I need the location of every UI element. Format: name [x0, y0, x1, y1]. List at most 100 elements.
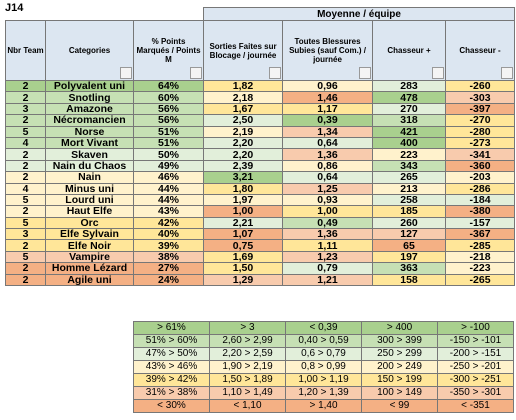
cell: 127	[372, 228, 447, 241]
data-row: 2 Elfe Noir 39% 0,75 1,11 65 -285	[5, 239, 516, 252]
cell: 1,36	[282, 228, 374, 241]
legend-cell: 0,40 > 0,59	[285, 334, 362, 348]
legend-row: > 61% > 3 < 0,39 > 400 > -100	[133, 321, 514, 335]
cell: 24%	[132, 273, 205, 287]
cell: Polyvalent uni	[45, 79, 134, 93]
cell: 2,39	[203, 159, 284, 173]
legend-cell: 47% > 50%	[133, 347, 210, 361]
filter-button[interactable]	[120, 67, 132, 79]
cell: 1,07	[203, 228, 284, 241]
cell: Minus uni	[45, 182, 134, 195]
cell: 39%	[132, 239, 205, 252]
legend-row: 51% > 60% 2,60 > 2,99 0,40 > 0,59 300 > 399…	[133, 334, 514, 348]
column-header-text: Nbr Team	[7, 46, 44, 55]
cell: 43%	[132, 205, 205, 218]
data-row: 5 Orc 42% 2,21 0,49 260 -157	[5, 216, 516, 230]
cell: 56%	[132, 114, 205, 127]
filter-button[interactable]	[501, 67, 514, 79]
cell: 1,97	[203, 193, 284, 207]
cell: 363	[372, 262, 447, 275]
cell: 213	[372, 182, 447, 195]
legend-cell: 100 > 149	[361, 386, 438, 400]
data-row: 2 Polyvalent uni 64% 1,82 0,96 283 -260	[5, 79, 516, 93]
cell: Elfe Noir	[45, 239, 134, 252]
data-row: 3 Elfe Sylvain 40% 1,07 1,36 127 -367	[5, 228, 516, 241]
cell: -157	[445, 216, 516, 230]
cell: -223	[445, 262, 516, 275]
column-header: Chasseur +	[372, 20, 447, 81]
filter-button[interactable]	[269, 67, 282, 79]
cell: 2	[5, 171, 46, 184]
column-header: Nbr Team	[5, 20, 46, 81]
cell: 2	[5, 205, 46, 218]
cell: Nécromancien	[45, 114, 134, 127]
sort-filter-button[interactable]	[190, 67, 203, 79]
cell: 1,11	[282, 239, 374, 252]
cell: 2	[5, 91, 46, 104]
cell: 51%	[132, 136, 205, 150]
cell: 4	[5, 136, 46, 150]
legend-cell: < 0,39	[285, 321, 362, 335]
filter-button[interactable]	[432, 67, 445, 79]
column-header: Chasseur -	[445, 20, 516, 81]
legend-cell: > -100	[437, 321, 514, 335]
cell: Norse	[45, 125, 134, 138]
cell: Skaven	[45, 148, 134, 161]
cell: 0,64	[282, 171, 374, 184]
cell: 1,34	[282, 125, 374, 138]
cell: 1,00	[203, 205, 284, 218]
legend-cell: 250 > 299	[361, 347, 438, 361]
column-header: Toutes Blessures Subies (sauf Com.) / jo…	[282, 20, 374, 81]
cell: 2	[5, 262, 46, 275]
cell: 38%	[132, 250, 205, 264]
filter-button[interactable]	[359, 67, 372, 79]
cell: 0,93	[282, 193, 374, 207]
legend-row: 39% > 42% 1,50 > 1,89 1,00 > 1,19 150 > 199…	[133, 373, 514, 387]
cell: 270	[372, 102, 447, 116]
cell: Homme Lézard	[45, 262, 134, 275]
cell: Vampire	[45, 250, 134, 264]
data-row: 5 Norse 51% 2,19 1,34 421 -280	[5, 125, 516, 138]
legend-cell: < 1,10	[209, 399, 286, 413]
column-header-text: Chasseur -	[459, 46, 501, 55]
cell: 2,18	[203, 91, 284, 104]
cell: -341	[445, 148, 516, 161]
legend-cell: -200 > -151	[437, 347, 514, 361]
cell: 1,82	[203, 79, 284, 93]
cell: 3	[5, 228, 46, 241]
cell: 51%	[132, 125, 205, 138]
legend-cell: > 3	[209, 321, 286, 335]
cell: 421	[372, 125, 447, 138]
cell: 1,00	[282, 205, 374, 218]
cell: 5	[5, 193, 46, 207]
legend-cell: 2,20 > 2,59	[209, 347, 286, 361]
cell: Snotling	[45, 91, 134, 104]
cell: 2	[5, 159, 46, 173]
cell: Amazone	[45, 102, 134, 116]
cell: -286	[445, 182, 516, 195]
cell: 0,96	[282, 79, 374, 93]
cell: -285	[445, 239, 516, 252]
data-row: 3 Amazone 56% 1,67 1,17 270 -397	[5, 102, 516, 116]
cell: -265	[445, 273, 516, 287]
cell: 0,39	[282, 114, 374, 127]
legend-cell: 1,20 > 1,39	[285, 386, 362, 400]
legend-cell: -250 > -201	[437, 360, 514, 374]
cell: 1,69	[203, 250, 284, 264]
column-header-text: Toutes Blessures Subies (sauf Com.) / jo…	[289, 37, 366, 64]
column-header: % Points Marqués / Points M	[132, 20, 205, 81]
cell: 2,20	[203, 148, 284, 161]
cell: 197	[372, 250, 447, 264]
legend-cell: > 1,40	[285, 399, 362, 413]
legend-cell: < -351	[437, 399, 514, 413]
legend-cell: -150 > -101	[437, 334, 514, 348]
cell: -218	[445, 250, 516, 264]
legend-cell: 1,50 > 1,89	[209, 373, 286, 387]
legend-cell: 1,00 > 1,19	[285, 373, 362, 387]
cell: -303	[445, 91, 516, 104]
cell: -273	[445, 136, 516, 150]
cell: 3,21	[203, 171, 284, 184]
column-header-text: Chasseur +	[387, 46, 431, 55]
cell: Orc	[45, 216, 134, 230]
cell: 185	[372, 205, 447, 218]
